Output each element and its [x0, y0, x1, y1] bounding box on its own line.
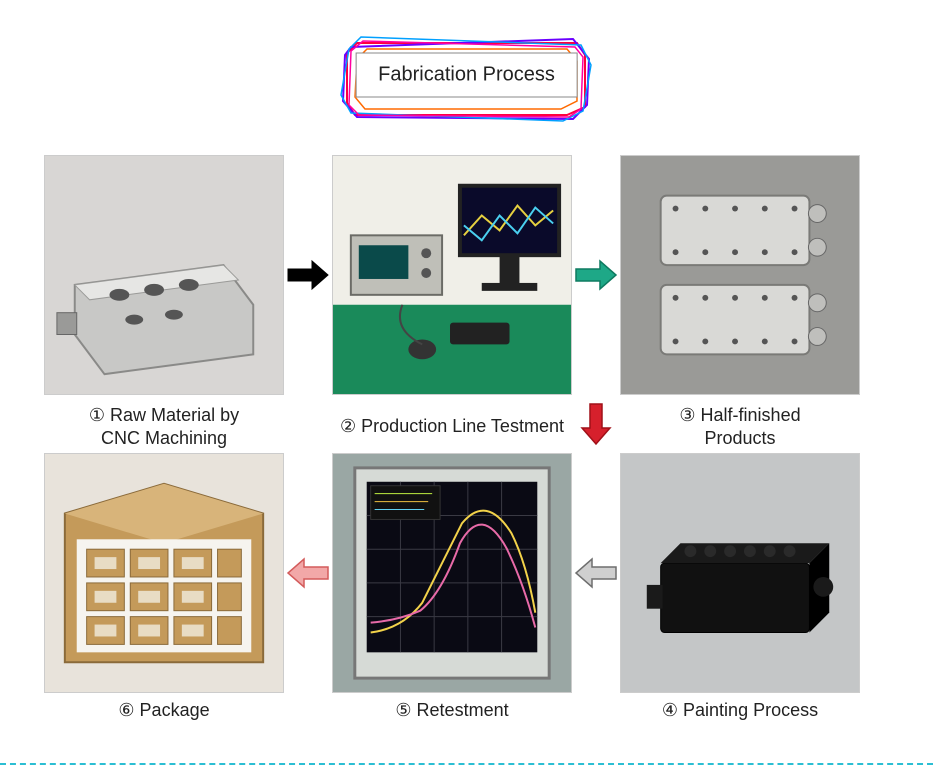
- step-4-image: [620, 453, 860, 693]
- bottom-divider: [0, 763, 933, 765]
- arrow-2-to-3: [574, 257, 618, 293]
- package-boxes-icon: [45, 454, 283, 692]
- arrow-5-to-6: [286, 555, 330, 591]
- step-4-label: Painting Process: [683, 700, 818, 720]
- half-finished-icon: [621, 156, 859, 394]
- step-2-num: ②: [340, 416, 356, 436]
- step-5-caption: ⑤ Retestment: [391, 693, 512, 722]
- step-5-label: Retestment: [417, 700, 509, 720]
- step-6-label: Package: [140, 700, 210, 720]
- arrow-1-to-2: [286, 257, 330, 293]
- step-6-caption: ⑥ Package: [114, 693, 213, 722]
- step-1-label: Raw Material byCNC Machining: [101, 405, 239, 448]
- painted-box-icon: [621, 454, 859, 692]
- step-4-caption: ④ Painting Process: [658, 693, 822, 722]
- test-bench-icon: [333, 156, 571, 394]
- step-3-num: ③: [679, 405, 695, 425]
- step-6-num: ⑥: [118, 700, 134, 720]
- step-1-caption: ① Raw Material byCNC Machining: [85, 398, 243, 451]
- analyzer-screen-icon: [333, 454, 571, 692]
- title-container: Fabrication Process: [337, 25, 597, 125]
- step-2-label: Production Line Testment: [361, 416, 564, 436]
- step-5-num: ⑤: [395, 700, 411, 720]
- process-grid: ① Raw Material byCNC Machining ② Product…: [44, 155, 894, 723]
- arrow-3-to-4: [578, 402, 614, 446]
- step-3-image: [620, 155, 860, 395]
- page-title: Fabrication Process: [355, 53, 578, 98]
- step-2-caption: ② Production Line Testment: [336, 409, 568, 438]
- step-5-image: [332, 453, 572, 693]
- step-3-caption: ③ Half-finishedProducts: [675, 398, 804, 451]
- step-1-image: [44, 155, 284, 395]
- arrow-4-to-5: [574, 555, 618, 591]
- step-4-num: ④: [662, 700, 678, 720]
- cnc-part-icon: [45, 156, 283, 394]
- step-6-image: [44, 453, 284, 693]
- step-3-label: Half-finishedProducts: [701, 405, 801, 448]
- step-2-image: [332, 155, 572, 395]
- step-1-num: ①: [89, 405, 105, 425]
